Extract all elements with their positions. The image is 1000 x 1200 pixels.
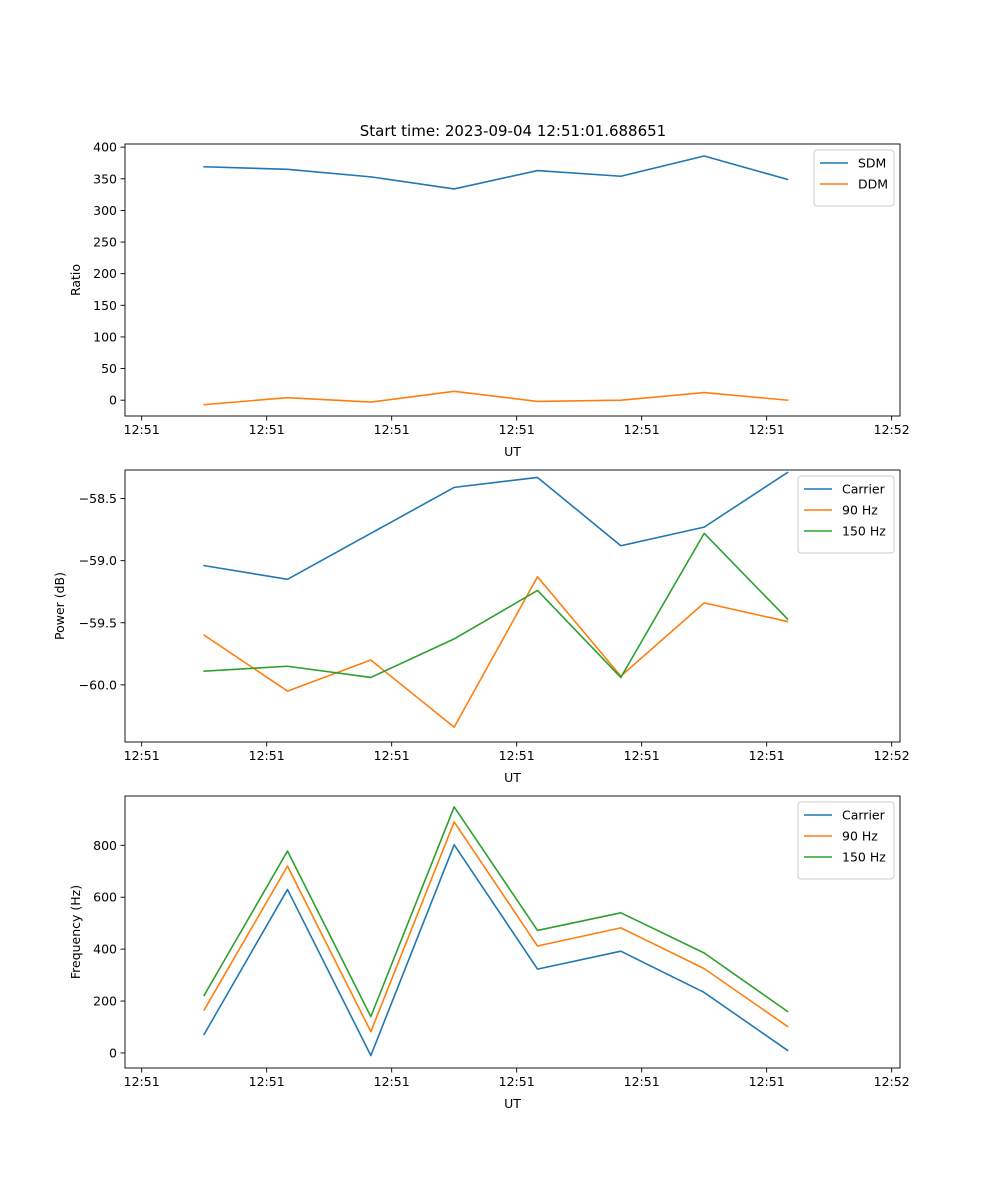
x-tick-label: 12:51	[749, 422, 785, 437]
series-line-carrier	[203, 471, 789, 581]
legend-frame	[797, 801, 895, 880]
x-tick-label: 12:51	[499, 422, 535, 437]
legend: SDM DDM	[813, 149, 895, 207]
x-tick-label: 12:51	[374, 748, 410, 763]
axes-frame	[124, 795, 901, 1069]
y-tick-label: 250	[93, 235, 117, 250]
series-line-carrier	[203, 843, 789, 1057]
plot-area	[203, 471, 789, 728]
series-line-ddm	[203, 390, 789, 406]
plot-area	[203, 155, 789, 406]
y-tick-label: 200	[93, 994, 117, 1009]
legend-label: 150 Hz	[842, 850, 886, 865]
legend-label: DDM	[858, 177, 888, 192]
x-tick-label: 12:51	[749, 1074, 785, 1089]
legend: Carrier 90 Hz 150 Hz	[797, 475, 895, 554]
subplot-2: 12:51 12:51 12:51 12:51 12:51 12:51 12:52 −60.0…	[52, 469, 910, 785]
y-tick-label: 800	[93, 838, 117, 853]
y-tick-label: 300	[93, 203, 117, 218]
series-line-90-hz	[203, 576, 789, 728]
x-tick-label: 12:51	[124, 422, 160, 437]
subplot-1: 12:51 12:51 12:51 12:51 12:51 12:51 12:52 0 50 10…	[68, 140, 910, 459]
plot-area	[203, 806, 789, 1057]
x-tick-label: 12:51	[249, 422, 285, 437]
x-tick-label: 12:51	[624, 1074, 660, 1089]
x-tick-label: 12:51	[374, 1074, 410, 1089]
y-tick-label: 200	[93, 266, 117, 281]
legend-label: SDM	[858, 156, 886, 171]
x-tick-label: 12:52	[874, 422, 910, 437]
x-axis-label: UT	[504, 1096, 521, 1111]
y-tick-label: −59.0	[79, 553, 117, 568]
y-tick-label: 100	[93, 329, 117, 344]
axes-frame	[124, 469, 901, 743]
y-tick-label: 400	[93, 942, 117, 957]
y-tick-label: 400	[93, 140, 117, 155]
x-tick-label: 12:51	[749, 748, 785, 763]
y-axis-label: Frequency (Hz)	[68, 885, 83, 979]
legend-label: 150 Hz	[842, 524, 886, 539]
x-tick-label: 12:52	[874, 748, 910, 763]
y-tick-label: 350	[93, 171, 117, 186]
series-line-150-hz	[203, 806, 789, 1018]
y-tick-label: −58.5	[79, 491, 117, 506]
x-tick-label: 12:52	[874, 1074, 910, 1089]
x-tick-label: 12:51	[499, 748, 535, 763]
legend-label: 90 Hz	[842, 829, 878, 844]
legend: Carrier 90 Hz 150 Hz	[797, 801, 895, 880]
y-tick-label: −60.0	[79, 677, 117, 692]
x-axis-label: UT	[504, 444, 521, 459]
series-line-150-hz	[203, 532, 789, 679]
legend-label: Carrier	[842, 808, 886, 823]
x-tick-label: 12:51	[124, 748, 160, 763]
axes-frame	[124, 143, 901, 417]
x-tick-label: 12:51	[499, 1074, 535, 1089]
series-line-sdm	[203, 155, 789, 190]
y-tick-label: 600	[93, 890, 117, 905]
y-tick-label: 0	[109, 393, 117, 408]
legend-frame	[797, 475, 895, 554]
subplot-3: 12:51 12:51 12:51 12:51 12:51 12:51 12:52 0 200 4…	[68, 795, 910, 1111]
x-tick-label: 12:51	[624, 422, 660, 437]
series-line-90-hz	[203, 821, 789, 1033]
x-tick-label: 12:51	[374, 422, 410, 437]
y-axis-label: Ratio	[68, 264, 83, 296]
x-tick-label: 12:51	[624, 748, 660, 763]
y-tick-label: 150	[93, 298, 117, 313]
x-tick-label: 12:51	[249, 748, 285, 763]
x-tick-label: 12:51	[124, 1074, 160, 1089]
legend-label: 90 Hz	[842, 503, 878, 518]
y-tick-label: 50	[101, 361, 117, 376]
legend-frame	[813, 149, 895, 207]
y-tick-label: −59.5	[79, 615, 117, 630]
legend-label: Carrier	[842, 482, 886, 497]
x-axis-label: UT	[504, 770, 521, 785]
figure-title: Start time: 2023-09-04 12:51:01.688651	[360, 122, 666, 140]
subplots: 12:51 12:51 12:51 12:51 12:51 12:51 12:52 0 50 10…	[52, 140, 910, 1111]
x-tick-label: 12:51	[249, 1074, 285, 1089]
y-tick-label: 0	[109, 1045, 117, 1060]
y-axis-label: Power (dB)	[52, 572, 67, 640]
